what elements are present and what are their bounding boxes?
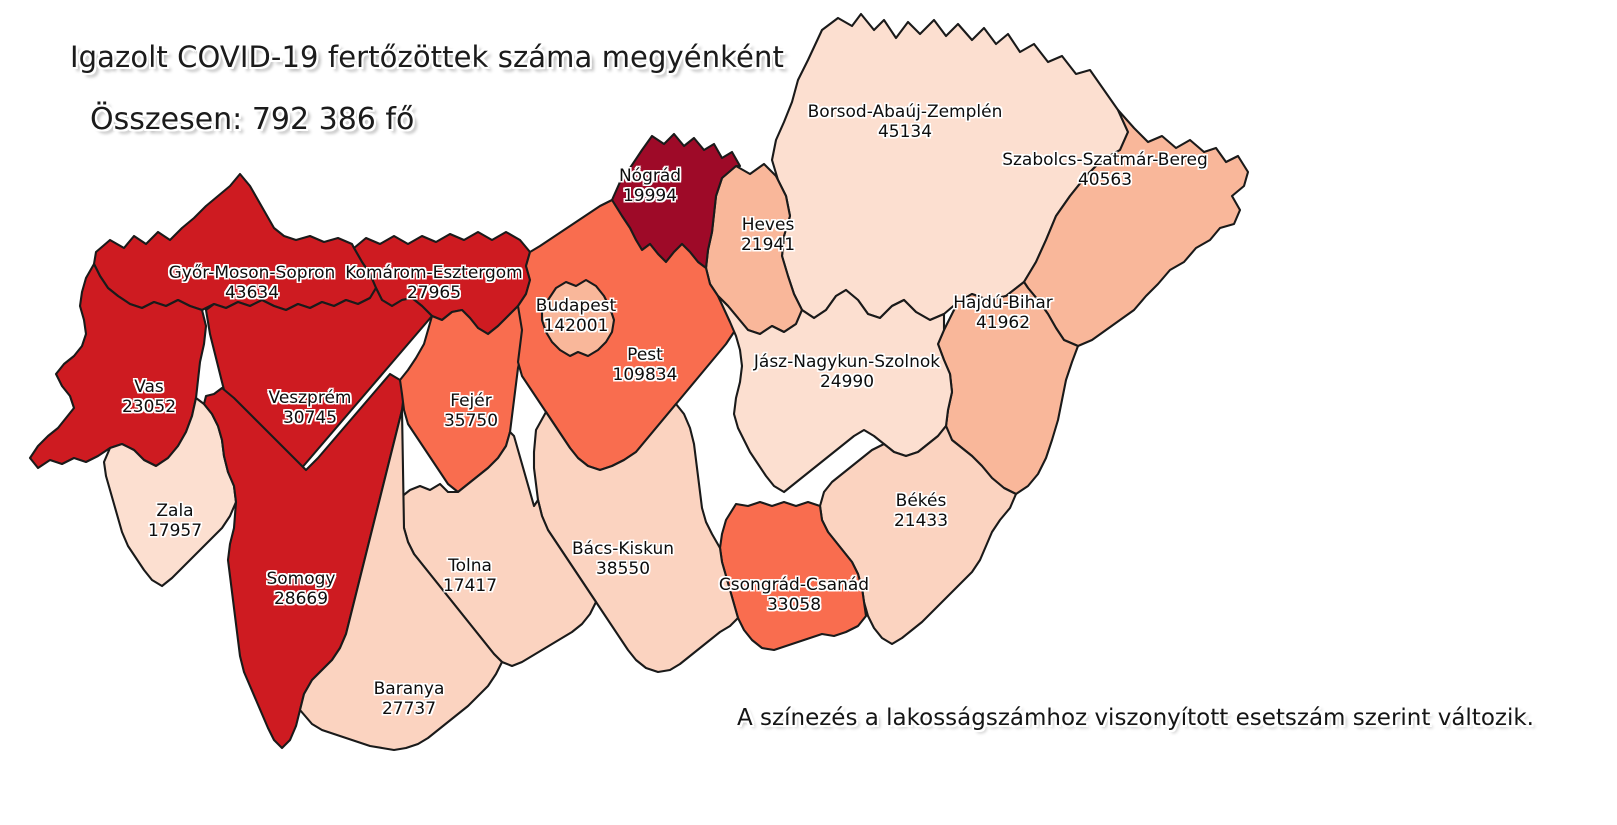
legend-note: A színezés a lakosságszámhoz viszonyítot… (737, 705, 1534, 731)
page-title: Igazolt COVID-19 fertőzöttek száma megyé… (70, 40, 784, 74)
county-shape-szabolcs[interactable] (1022, 108, 1250, 348)
title-block: Igazolt COVID-19 fertőzöttek száma megyé… (70, 40, 784, 137)
county-shape-baranya[interactable] (298, 408, 504, 752)
county-shape-budapest[interactable] (540, 278, 616, 358)
total-cases-label: Összesen: 792 386 fő (90, 102, 415, 137)
county-shape-gyor[interactable] (92, 172, 378, 312)
county-shape-zala[interactable] (102, 396, 238, 588)
